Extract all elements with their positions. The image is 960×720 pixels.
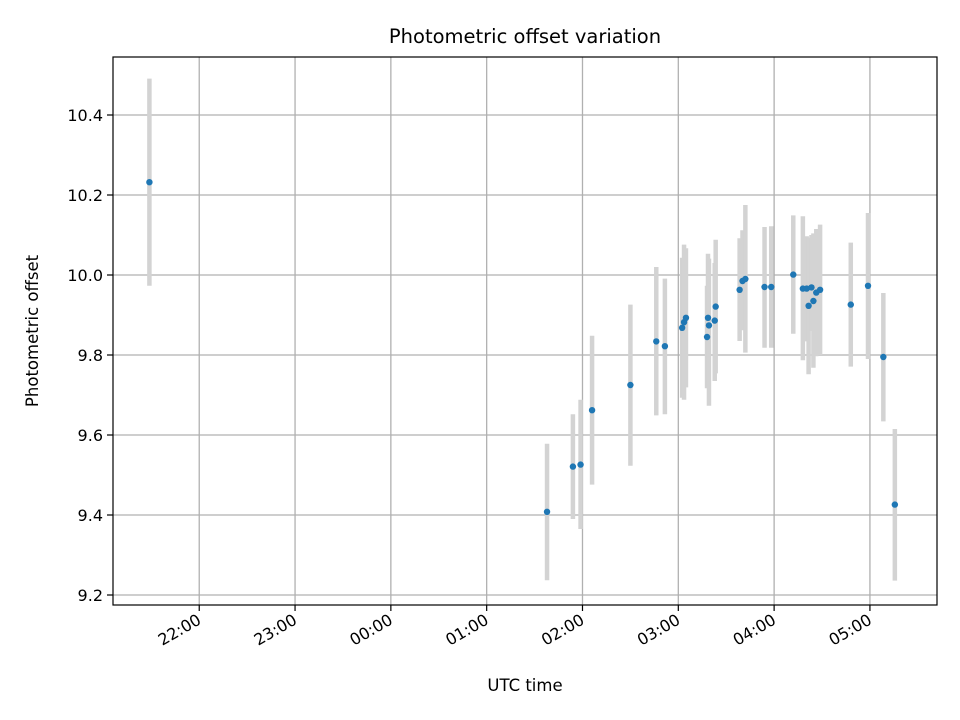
data-point bbox=[682, 314, 690, 321]
y-tick-label: 10.0 bbox=[67, 266, 103, 285]
y-tick-label: 9.2 bbox=[78, 586, 103, 605]
x-axis-title: UTC time bbox=[487, 676, 562, 695]
y-tick-label: 9.8 bbox=[78, 346, 103, 365]
data-point bbox=[678, 324, 686, 331]
data-point bbox=[577, 461, 584, 468]
data-point bbox=[569, 463, 577, 470]
grid bbox=[113, 57, 937, 605]
data-point bbox=[808, 284, 815, 291]
data-point bbox=[711, 317, 718, 324]
data-point bbox=[864, 282, 872, 289]
data-point bbox=[768, 283, 775, 291]
data-point bbox=[705, 322, 713, 329]
data-point bbox=[703, 333, 711, 341]
data-point bbox=[891, 501, 899, 508]
data-point bbox=[653, 338, 660, 345]
data-point bbox=[627, 381, 634, 389]
data-point bbox=[847, 301, 854, 308]
data-point bbox=[661, 343, 669, 350]
data-point bbox=[810, 297, 817, 305]
chart-title: Photometric offset variation bbox=[389, 25, 661, 48]
y-tick-label: 10.2 bbox=[67, 186, 103, 205]
data-point bbox=[805, 302, 812, 309]
data-point bbox=[803, 285, 810, 292]
y-axis-ticks: 9.2 9.4 9.6 9.8 10.0 10.2 10.4 bbox=[67, 106, 113, 605]
data-point bbox=[761, 283, 768, 291]
data-point bbox=[543, 508, 551, 515]
data-point bbox=[588, 407, 596, 414]
data-point bbox=[880, 353, 887, 361]
data-point bbox=[704, 314, 712, 321]
data-point bbox=[816, 286, 824, 293]
data-point bbox=[146, 179, 153, 186]
data-point bbox=[742, 275, 749, 283]
y-tick-label: 9.6 bbox=[78, 426, 103, 445]
data-point bbox=[736, 286, 743, 293]
y-axis-title: Photometric offset bbox=[23, 254, 42, 407]
y-tick-label: 10.4 bbox=[67, 106, 103, 125]
data-point bbox=[712, 303, 719, 310]
y-tick-label: 9.4 bbox=[78, 506, 103, 525]
data-point bbox=[790, 271, 797, 278]
plot-frame bbox=[112, 56, 938, 606]
data-points bbox=[146, 179, 899, 515]
